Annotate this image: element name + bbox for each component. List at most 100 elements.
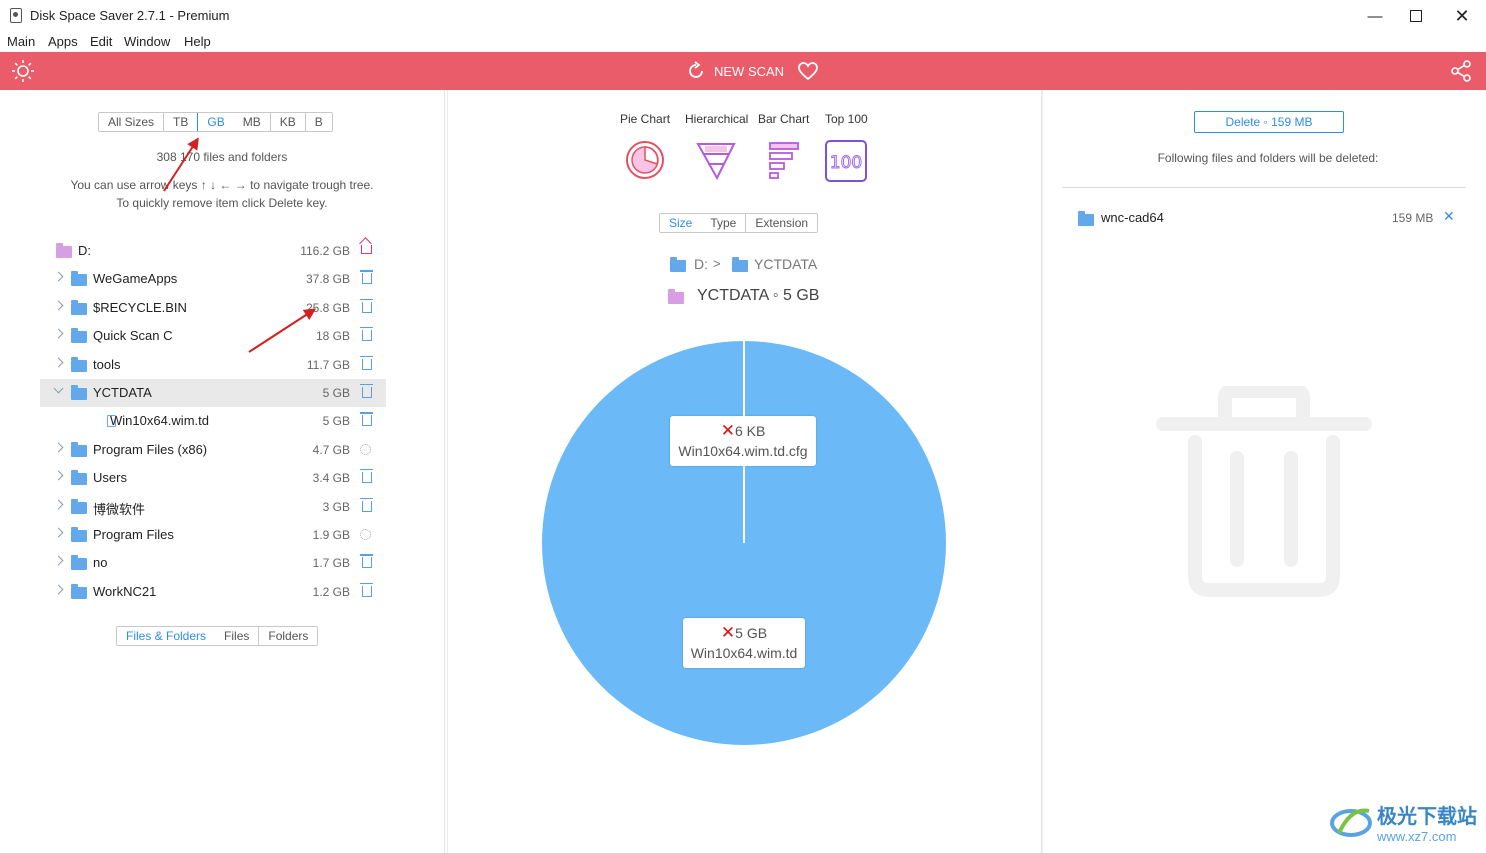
trash-icon[interactable] (360, 298, 373, 313)
tree-row[interactable]: YCTDATA 5 GB (40, 379, 386, 407)
close-icon: ✕ (720, 421, 735, 440)
gear-icon[interactable] (360, 443, 371, 455)
tree-item-name: Win10x64.wim.td (110, 413, 209, 429)
chevron-right-icon[interactable] (53, 442, 64, 453)
remove-item-icon[interactable]: ✕ (1443, 208, 1455, 224)
chevron-right-icon[interactable] (53, 470, 64, 481)
filter-kb[interactable]: KB (270, 113, 306, 131)
chevron-right-icon[interactable] (53, 357, 64, 368)
pie-chart-icon[interactable] (625, 140, 665, 180)
chart-panel: Pie Chart Hierarchical Bar Chart Top 100… (447, 90, 1042, 853)
trash-icon[interactable] (360, 469, 373, 484)
filter-files-folders[interactable]: Files & Folders (117, 627, 217, 645)
chevron-right-icon[interactable] (53, 328, 64, 339)
drive-folder-icon (56, 243, 72, 258)
tree-item-size: 5 GB (322, 414, 350, 429)
trash-icon[interactable] (360, 497, 373, 512)
tab-size[interactable]: Size (660, 214, 703, 232)
chart-type-hierarchical[interactable]: Hierarchical (685, 112, 749, 126)
share-icon[interactable] (1450, 60, 1472, 82)
tree-row[interactable]: 博微软件 3 GB (40, 493, 386, 521)
chevron-right-icon[interactable] (53, 555, 64, 566)
tree-row[interactable]: tools 11.7 GB (40, 351, 386, 379)
chevron-right-icon[interactable] (53, 527, 64, 538)
filter-tb[interactable]: TB (164, 113, 199, 131)
trash-icon[interactable] (360, 355, 373, 370)
folder-icon (670, 257, 686, 272)
chevron-right-icon[interactable] (53, 584, 64, 595)
filter-mb[interactable]: MB (233, 113, 271, 131)
chart-type-bar[interactable]: Bar Chart (758, 112, 810, 126)
window-title: Disk Space Saver 2.7.1 - Premium (30, 8, 230, 23)
delete-button[interactable]: Delete ◦ 159 MB (1194, 111, 1344, 133)
tree-row[interactable]: Users 3.4 GB (40, 464, 386, 492)
tree-item-name: D: (78, 243, 91, 258)
menu-help[interactable]: Help (184, 34, 211, 49)
tab-extension[interactable]: Extension (746, 214, 818, 232)
trash-icon[interactable] (360, 384, 373, 398)
menu-window[interactable]: Window (124, 34, 171, 49)
top-100-icon[interactable]: 100 (825, 140, 867, 182)
menu-main[interactable]: Main (7, 34, 36, 49)
chart-type-top100[interactable]: Top 100 (825, 112, 868, 126)
chart-type-pie[interactable]: Pie Chart (620, 112, 671, 126)
chevron-down-icon[interactable] (53, 383, 64, 394)
minimize-button[interactable]: — (1367, 7, 1383, 25)
watermark-logo (1330, 808, 1372, 837)
watermark-url: www.xz7.com (1377, 829, 1457, 844)
tree-row[interactable]: Quick Scan C 18 GB (40, 322, 386, 350)
tree-item-name: YCTDATA (93, 385, 152, 400)
close-button[interactable]: ✕ (1454, 5, 1470, 26)
tree-row[interactable]: WeGameApps 37.8 GB (40, 265, 386, 293)
close-icon: ✕ (720, 623, 736, 642)
tree-row[interactable]: $RECYCLE.BIN 25.8 GB (40, 294, 386, 322)
pie-label-size: 6 KB (734, 423, 766, 439)
new-scan-button[interactable]: NEW SCAN (686, 60, 784, 82)
trash-icon[interactable] (360, 554, 373, 569)
tree-item-size: 5 GB (322, 386, 350, 400)
filter-b[interactable]: B (305, 113, 332, 131)
tree-row[interactable]: Program Files (x86) 4.7 GB (40, 436, 386, 464)
file-count: 308 170 files and folders (156, 150, 288, 164)
chevron-right-icon[interactable] (53, 271, 64, 282)
tree-item-size: 1.7 GB (312, 556, 350, 571)
tree-item-name: Program Files (93, 527, 174, 542)
folder-icon (668, 289, 684, 304)
hierarchical-icon[interactable] (696, 140, 736, 180)
menu-edit[interactable]: Edit (90, 34, 113, 49)
heart-icon[interactable] (797, 61, 819, 81)
filter-folders[interactable]: Folders (259, 627, 318, 645)
breadcrumb-root[interactable]: D: (694, 256, 708, 272)
folder-icon (71, 555, 87, 571)
filter-all-sizes[interactable]: All Sizes (99, 113, 165, 131)
tree-item-size: 3 GB (322, 499, 350, 514)
trash-icon[interactable] (360, 582, 373, 597)
trash-icon[interactable] (360, 327, 373, 342)
home-icon[interactable] (361, 245, 372, 254)
tree-item-size: 1.2 GB (312, 584, 350, 599)
tree-item-size: 11.7 GB (306, 357, 350, 372)
delete-info: Following files and folders will be dele… (1157, 151, 1379, 165)
tree-row[interactable]: WorkNC21 1.2 GB (40, 578, 386, 606)
menu-apps[interactable]: Apps (48, 34, 78, 49)
hint-line-1: You can use arrow keys ↑ ↓ ← → to naviga… (70, 178, 374, 192)
tree-row[interactable]: Win10x64.wim.td 5 GB (40, 407, 386, 435)
chevron-right-icon[interactable] (53, 300, 64, 311)
theme-sun-icon[interactable] (11, 59, 35, 83)
trash-icon[interactable] (360, 270, 373, 285)
tree-row[interactable]: Program Files 1.9 GB (40, 521, 386, 549)
tab-type[interactable]: Type (701, 214, 747, 232)
tree-row[interactable]: D: 116.2 GB (40, 237, 386, 265)
trash-icon[interactable] (360, 412, 373, 427)
folder-icon (71, 470, 87, 486)
tree-row[interactable]: no 1.7 GB (40, 549, 386, 577)
current-folder-title: YCTDATA ◦ 5 GB (697, 287, 820, 304)
breadcrumb-current[interactable]: YCTDATA (754, 256, 818, 272)
maximize-button[interactable] (1393, 0, 1439, 32)
folder-icon (71, 527, 87, 542)
filter-gb[interactable]: GB (197, 113, 235, 131)
filter-files[interactable]: Files (215, 627, 260, 645)
bar-chart-icon[interactable] (766, 140, 806, 180)
chevron-right-icon[interactable] (53, 499, 64, 510)
gear-icon[interactable] (360, 529, 371, 540)
